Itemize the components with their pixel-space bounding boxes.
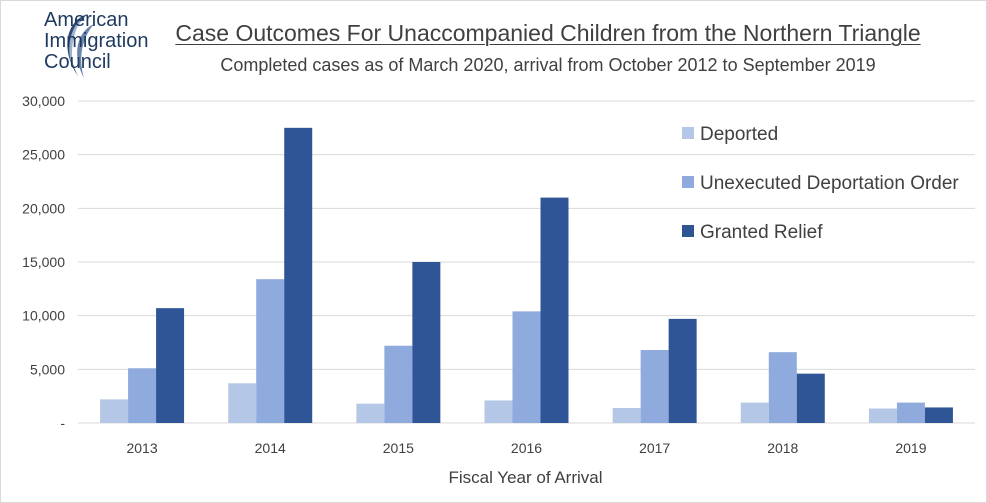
bar-deported-2015 [356, 403, 385, 423]
y-tick-label: 30,000 [22, 93, 65, 109]
bar-deported-2019 [868, 408, 897, 423]
chart-subtitle: Completed cases as of March 2020, arriva… [220, 55, 876, 75]
bar-granted-2018 [796, 373, 825, 423]
logo-swirl-icon [67, 14, 94, 78]
bar-granted-2016 [540, 197, 569, 423]
bar-unexecuted-2015 [384, 345, 413, 423]
bar-deported-2017 [612, 407, 641, 423]
y-tick-label: 20,000 [22, 200, 65, 216]
bar-granted-2015 [412, 262, 441, 423]
legend-label-unexecuted: Unexecuted Deportation Order [700, 173, 959, 194]
bar-unexecuted-2016 [512, 311, 541, 423]
y-tick-label: - [60, 415, 65, 431]
x-tick-label: 2013 [126, 440, 157, 456]
bar-unexecuted-2013 [128, 368, 157, 423]
bar-unexecuted-2017 [640, 350, 669, 423]
bar-granted-2014 [284, 127, 313, 423]
y-tick-label: 25,000 [22, 147, 65, 163]
y-tick-label: 10,000 [22, 308, 65, 324]
bar-unexecuted-2019 [896, 402, 925, 423]
bar-deported-2016 [484, 400, 513, 423]
logo-line-3: Council [44, 51, 111, 73]
bar-granted-2013 [156, 308, 185, 423]
bar-granted-2017 [668, 318, 697, 423]
logo-text: American Immigration Council [44, 10, 148, 73]
bar-deported-2014 [228, 383, 257, 423]
x-tick-label: 2018 [767, 440, 798, 456]
y-tick-label: 15,000 [22, 254, 65, 270]
bar-unexecuted-2014 [256, 279, 285, 423]
x-tick-label: 2014 [255, 440, 286, 456]
logo-line-1: American [44, 9, 129, 31]
chart-title: Case Outcomes For Unaccompanied Children… [175, 20, 921, 46]
bar-granted-2019 [924, 407, 953, 423]
bar-deported-2013 [100, 399, 129, 423]
x-tick-label: 2016 [511, 440, 542, 456]
legend-swatch-deported [682, 127, 694, 139]
y-tick-label: 5,000 [30, 361, 65, 377]
x-tick-label: 2019 [895, 440, 926, 456]
x-tick-label: 2015 [383, 440, 414, 456]
legend-label-deported: Deported [700, 124, 778, 145]
x-tick-label: 2017 [639, 440, 670, 456]
logo-line-2: Immigration [44, 30, 149, 52]
bar-deported-2018 [740, 402, 769, 423]
bar-unexecuted-2018 [768, 352, 797, 423]
legend-swatch-unexecuted [682, 176, 694, 188]
x-axis-label: Fiscal Year of Arrival [448, 468, 602, 487]
legend-swatch-granted [682, 225, 694, 237]
legend-label-granted: Granted Relief [700, 222, 823, 243]
